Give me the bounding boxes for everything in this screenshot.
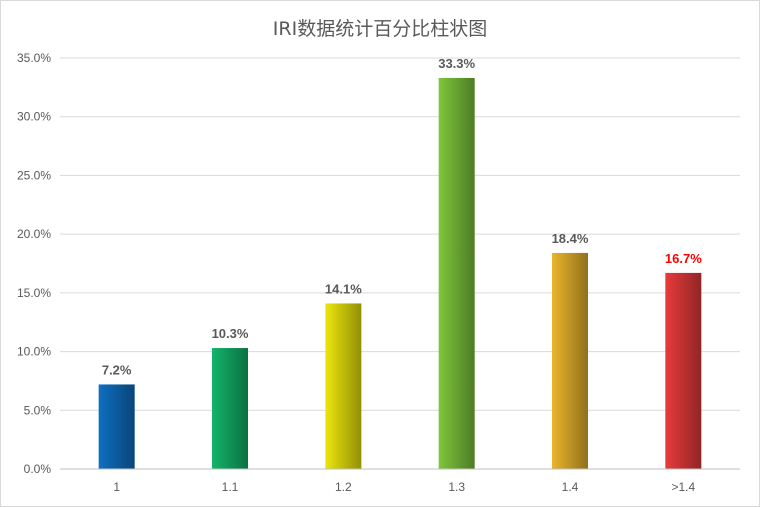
data-label: 33.3% <box>438 56 475 71</box>
bar <box>325 303 362 469</box>
x-tick-label: >1.4 <box>671 480 695 494</box>
x-tick-label: 1.1 <box>222 480 239 494</box>
data-label: 7.2% <box>102 362 132 377</box>
x-tick-label: 1.2 <box>335 480 352 494</box>
data-label: 18.4% <box>552 231 589 246</box>
y-tick-label: 25.0% <box>17 168 51 182</box>
bar <box>665 272 702 469</box>
bar <box>552 252 588 469</box>
bar <box>212 348 248 469</box>
data-labels: 7.2% 10.3% 14.1% 33.3% 18.4% 16.7% <box>102 56 702 377</box>
bar <box>438 77 475 469</box>
y-axis-ticks: 0.0% 5.0% 10.0% 15.0% 20.0% 25.0% 30.0% 35.0% <box>17 51 51 476</box>
bars <box>98 77 702 469</box>
y-tick-label: 35.0% <box>17 51 51 65</box>
bar <box>98 384 135 469</box>
y-tick-label: 0.0% <box>24 462 52 476</box>
y-tick-label: 10.0% <box>17 345 51 359</box>
y-tick-label: 15.0% <box>17 286 51 300</box>
chart-title: IRI数据统计百分比柱状图 <box>272 18 488 40</box>
x-tick-label: 1.4 <box>562 480 579 494</box>
x-axis-ticks: 1 1.1 1.2 1.3 1.4 >1.4 <box>113 480 695 494</box>
data-label: 10.3% <box>212 326 249 341</box>
data-label: 16.7% <box>665 251 702 266</box>
y-tick-label: 20.0% <box>17 227 51 241</box>
x-tick-label: 1.3 <box>448 480 465 494</box>
gridlines <box>60 57 740 411</box>
x-tick-label: 1 <box>113 480 120 494</box>
y-tick-label: 30.0% <box>17 110 51 124</box>
data-label: 14.1% <box>325 281 362 296</box>
y-tick-label: 5.0% <box>24 403 52 417</box>
